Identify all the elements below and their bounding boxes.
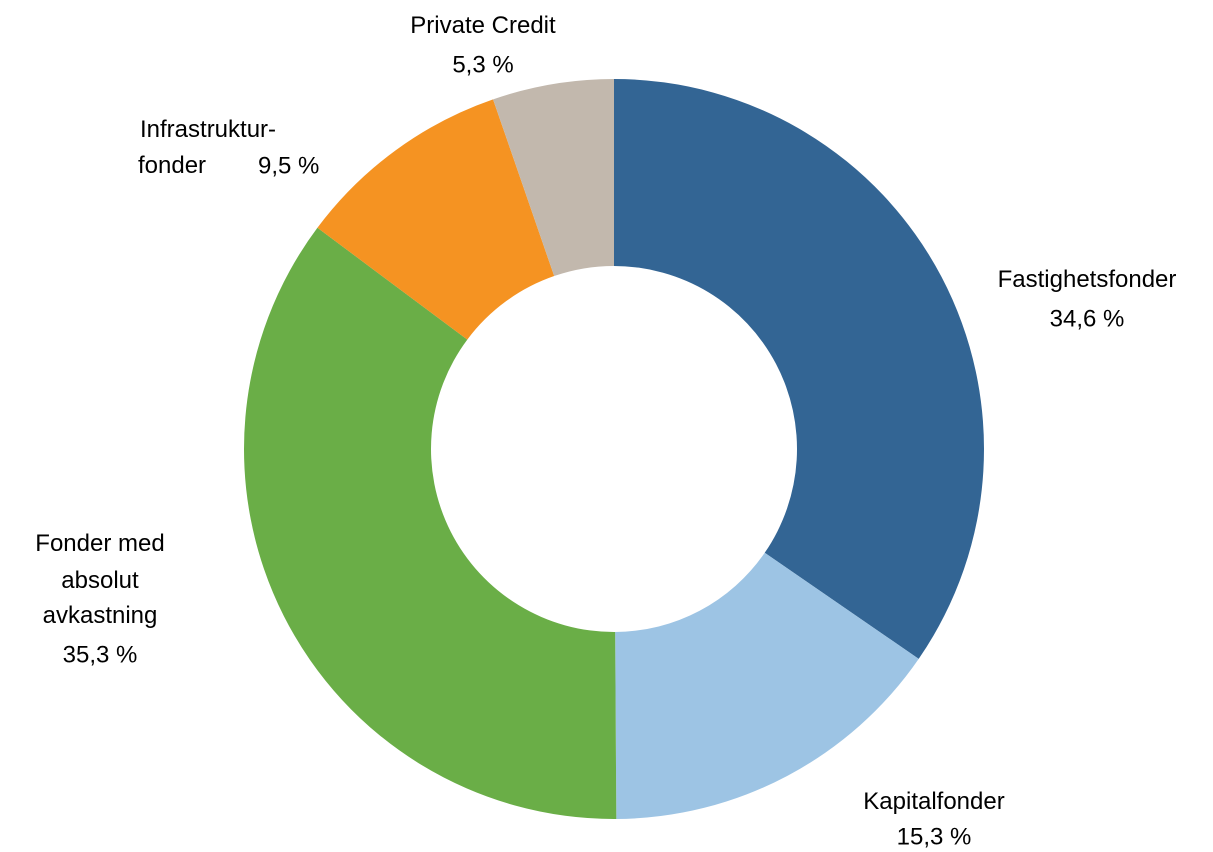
value-label: 35,3 % xyxy=(63,641,138,668)
category-label: Fonder med absolut avkastning xyxy=(35,530,164,629)
label-line: Fonder med xyxy=(35,530,164,557)
value-label: 9,5 % xyxy=(258,152,319,179)
donut-segment xyxy=(614,79,984,659)
category-label: Fastighetsfonder xyxy=(998,266,1177,293)
donut-segment xyxy=(493,79,614,277)
label-line: absolut xyxy=(61,567,139,594)
value-label: 5,3 % xyxy=(452,51,513,78)
value-label: 15,3 % xyxy=(897,823,972,850)
label-line: Private Credit xyxy=(410,12,556,39)
label-line: Kapitalfonder xyxy=(863,788,1004,815)
donut-segment xyxy=(243,227,617,820)
value-label: 34,6 % xyxy=(1050,305,1125,332)
label-line: avkastning xyxy=(43,602,158,629)
category-label: Kapitalfonder xyxy=(863,788,1004,815)
category-label: Infrastruktur-fonder xyxy=(138,116,276,179)
donut-segment xyxy=(615,552,919,819)
category-label: Private Credit xyxy=(410,12,556,39)
label-line: Fastighetsfonder xyxy=(998,266,1177,293)
label-line: Infrastruktur- xyxy=(140,116,276,143)
label-line: fonder xyxy=(138,152,206,179)
donut-segment xyxy=(317,99,555,340)
